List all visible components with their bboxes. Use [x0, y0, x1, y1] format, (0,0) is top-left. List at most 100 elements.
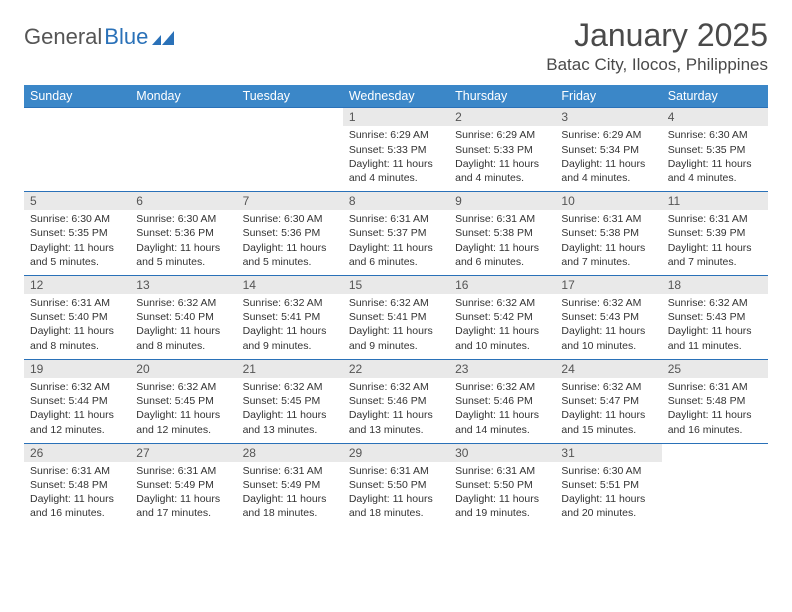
sunrise-text: Sunrise: 6:31 AM [243, 464, 337, 478]
day-cell: 30Sunrise: 6:31 AMSunset: 5:50 PMDayligh… [449, 444, 555, 527]
day-cell: 20Sunrise: 6:32 AMSunset: 5:45 PMDayligh… [130, 360, 236, 443]
day-body: Sunrise: 6:32 AMSunset: 5:41 PMDaylight:… [237, 294, 343, 359]
daylight-text: Daylight: 11 hours and 6 minutes. [349, 241, 443, 269]
sunset-text: Sunset: 5:36 PM [136, 226, 230, 240]
day-cell: 7Sunrise: 6:30 AMSunset: 5:36 PMDaylight… [237, 192, 343, 275]
day-body: Sunrise: 6:32 AMSunset: 5:45 PMDaylight:… [237, 378, 343, 443]
daylight-text: Daylight: 11 hours and 11 minutes. [668, 324, 762, 352]
day-cell: 5Sunrise: 6:30 AMSunset: 5:35 PMDaylight… [24, 192, 130, 275]
day-number: 31 [555, 444, 661, 462]
day-body: Sunrise: 6:31 AMSunset: 5:49 PMDaylight:… [130, 462, 236, 527]
daylight-text: Daylight: 11 hours and 6 minutes. [455, 241, 549, 269]
month-title: January 2025 [546, 18, 768, 53]
day-body: Sunrise: 6:32 AMSunset: 5:43 PMDaylight:… [662, 294, 768, 359]
daylight-text: Daylight: 11 hours and 5 minutes. [136, 241, 230, 269]
sunset-text: Sunset: 5:45 PM [243, 394, 337, 408]
day-body: Sunrise: 6:31 AMSunset: 5:48 PMDaylight:… [24, 462, 130, 527]
day-cell: 10Sunrise: 6:31 AMSunset: 5:38 PMDayligh… [555, 192, 661, 275]
calendar-week: 26Sunrise: 6:31 AMSunset: 5:48 PMDayligh… [24, 443, 768, 527]
day-number: 14 [237, 276, 343, 294]
sunrise-text: Sunrise: 6:32 AM [561, 380, 655, 394]
day-cell: 8Sunrise: 6:31 AMSunset: 5:37 PMDaylight… [343, 192, 449, 275]
day-body: Sunrise: 6:31 AMSunset: 5:49 PMDaylight:… [237, 462, 343, 527]
day-cell: 17Sunrise: 6:32 AMSunset: 5:43 PMDayligh… [555, 276, 661, 359]
day-body: Sunrise: 6:29 AMSunset: 5:33 PMDaylight:… [343, 126, 449, 191]
daylight-text: Daylight: 11 hours and 16 minutes. [30, 492, 124, 520]
daylight-text: Daylight: 11 hours and 9 minutes. [243, 324, 337, 352]
logo-text-b: Blue [104, 24, 148, 50]
day-cell: 12Sunrise: 6:31 AMSunset: 5:40 PMDayligh… [24, 276, 130, 359]
sunset-text: Sunset: 5:37 PM [349, 226, 443, 240]
day-body: Sunrise: 6:32 AMSunset: 5:40 PMDaylight:… [130, 294, 236, 359]
daylight-text: Daylight: 11 hours and 20 minutes. [561, 492, 655, 520]
sunrise-text: Sunrise: 6:30 AM [136, 212, 230, 226]
day-body: Sunrise: 6:32 AMSunset: 5:47 PMDaylight:… [555, 378, 661, 443]
sunset-text: Sunset: 5:49 PM [136, 478, 230, 492]
sunset-text: Sunset: 5:40 PM [30, 310, 124, 324]
daylight-text: Daylight: 11 hours and 5 minutes. [243, 241, 337, 269]
sunrise-text: Sunrise: 6:30 AM [668, 128, 762, 142]
sunrise-text: Sunrise: 6:31 AM [455, 464, 549, 478]
day-number: 8 [343, 192, 449, 210]
day-number: 1 [343, 108, 449, 126]
day-number: 12 [24, 276, 130, 294]
day-body: Sunrise: 6:32 AMSunset: 5:46 PMDaylight:… [449, 378, 555, 443]
logo-text-a: General [24, 24, 102, 50]
sunset-text: Sunset: 5:50 PM [349, 478, 443, 492]
sunset-text: Sunset: 5:38 PM [561, 226, 655, 240]
sunrise-text: Sunrise: 6:30 AM [243, 212, 337, 226]
weekday-header: Thursday [449, 85, 555, 107]
sunset-text: Sunset: 5:35 PM [668, 143, 762, 157]
sunrise-text: Sunrise: 6:32 AM [136, 296, 230, 310]
weekday-header: Saturday [662, 85, 768, 107]
sunrise-text: Sunrise: 6:32 AM [349, 296, 443, 310]
day-number: 11 [662, 192, 768, 210]
sunset-text: Sunset: 5:33 PM [455, 143, 549, 157]
sunset-text: Sunset: 5:35 PM [30, 226, 124, 240]
day-number: 24 [555, 360, 661, 378]
day-body: Sunrise: 6:31 AMSunset: 5:38 PMDaylight:… [449, 210, 555, 275]
sunrise-text: Sunrise: 6:32 AM [668, 296, 762, 310]
day-number: 6 [130, 192, 236, 210]
day-body: Sunrise: 6:29 AMSunset: 5:34 PMDaylight:… [555, 126, 661, 191]
daylight-text: Daylight: 11 hours and 18 minutes. [243, 492, 337, 520]
day-cell: 3Sunrise: 6:29 AMSunset: 5:34 PMDaylight… [555, 108, 661, 191]
day-number: 27 [130, 444, 236, 462]
sunrise-text: Sunrise: 6:32 AM [243, 380, 337, 394]
sunrise-text: Sunrise: 6:32 AM [455, 296, 549, 310]
calendar-week: 5Sunrise: 6:30 AMSunset: 5:35 PMDaylight… [24, 191, 768, 275]
sunrise-text: Sunrise: 6:32 AM [136, 380, 230, 394]
day-number: 15 [343, 276, 449, 294]
day-number: 3 [555, 108, 661, 126]
day-number: 16 [449, 276, 555, 294]
sunrise-text: Sunrise: 6:31 AM [668, 380, 762, 394]
day-cell: 11Sunrise: 6:31 AMSunset: 5:39 PMDayligh… [662, 192, 768, 275]
daylight-text: Daylight: 11 hours and 12 minutes. [136, 408, 230, 436]
sunset-text: Sunset: 5:40 PM [136, 310, 230, 324]
day-body: Sunrise: 6:30 AMSunset: 5:35 PMDaylight:… [662, 126, 768, 191]
weekday-header: Monday [130, 85, 236, 107]
sunrise-text: Sunrise: 6:32 AM [349, 380, 443, 394]
daylight-text: Daylight: 11 hours and 4 minutes. [455, 157, 549, 185]
daylight-text: Daylight: 11 hours and 15 minutes. [561, 408, 655, 436]
day-cell: 23Sunrise: 6:32 AMSunset: 5:46 PMDayligh… [449, 360, 555, 443]
day-number: 13 [130, 276, 236, 294]
sunset-text: Sunset: 5:39 PM [668, 226, 762, 240]
calendar-week: 19Sunrise: 6:32 AMSunset: 5:44 PMDayligh… [24, 359, 768, 443]
logo: GeneralBlue [24, 18, 174, 50]
day-body: Sunrise: 6:30 AMSunset: 5:51 PMDaylight:… [555, 462, 661, 527]
daylight-text: Daylight: 11 hours and 5 minutes. [30, 241, 124, 269]
sunrise-text: Sunrise: 6:31 AM [136, 464, 230, 478]
day-cell: 6 Sunrise: 6:30 AMSunset: 5:36 PMDaylight… [130, 192, 236, 275]
empty-cell [237, 108, 343, 191]
sunrise-text: Sunrise: 6:30 AM [30, 212, 124, 226]
daylight-text: Daylight: 11 hours and 16 minutes. [668, 408, 762, 436]
sunset-text: Sunset: 5:47 PM [561, 394, 655, 408]
daylight-text: Daylight: 11 hours and 10 minutes. [561, 324, 655, 352]
daylight-text: Daylight: 11 hours and 4 minutes. [349, 157, 443, 185]
day-body: Sunrise: 6:29 AMSunset: 5:33 PMDaylight:… [449, 126, 555, 191]
day-body: Sunrise: 6:31 AMSunset: 5:50 PMDaylight:… [449, 462, 555, 527]
day-cell: 21Sunrise: 6:32 AMSunset: 5:45 PMDayligh… [237, 360, 343, 443]
day-number: 9 [449, 192, 555, 210]
weekday-header: Tuesday [237, 85, 343, 107]
